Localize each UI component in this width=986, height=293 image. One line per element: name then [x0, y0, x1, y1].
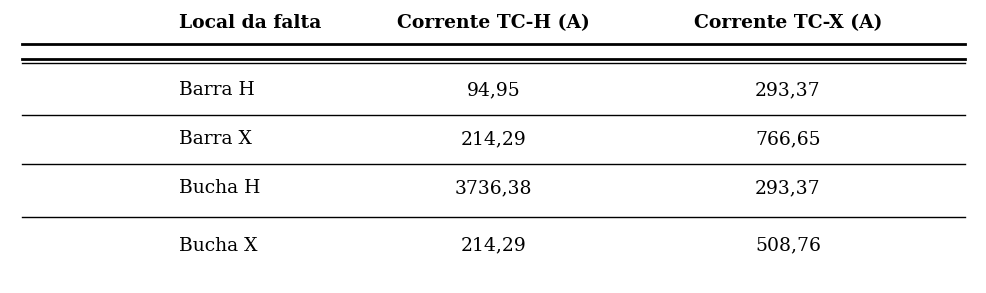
- Text: 293,37: 293,37: [754, 81, 820, 99]
- Text: 94,95: 94,95: [466, 81, 520, 99]
- Text: 214,29: 214,29: [460, 130, 526, 148]
- Text: Corrente TC-X (A): Corrente TC-X (A): [693, 14, 881, 32]
- Text: Corrente TC-H (A): Corrente TC-H (A): [396, 14, 590, 32]
- Text: 214,29: 214,29: [460, 237, 526, 255]
- Text: Bucha X: Bucha X: [179, 237, 257, 255]
- Text: 3736,38: 3736,38: [455, 179, 531, 197]
- Text: Local da falta: Local da falta: [179, 14, 321, 32]
- Text: Barra X: Barra X: [179, 130, 252, 148]
- Text: Bucha H: Bucha H: [179, 179, 260, 197]
- Text: Barra H: Barra H: [179, 81, 255, 99]
- Text: 293,37: 293,37: [754, 179, 820, 197]
- Text: 766,65: 766,65: [754, 130, 820, 148]
- Text: 508,76: 508,76: [754, 237, 820, 255]
